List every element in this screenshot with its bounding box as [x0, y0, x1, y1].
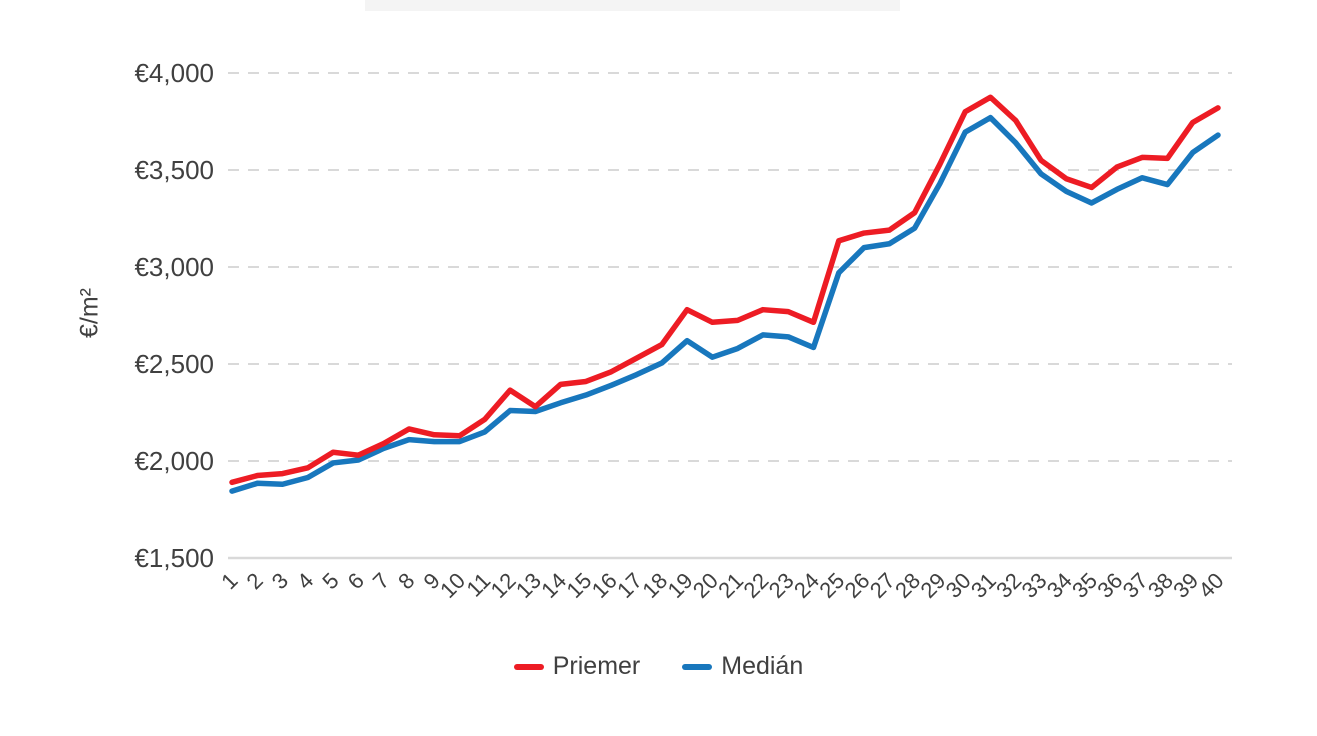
x-tick-label: 40 — [1194, 568, 1229, 603]
x-tick-label: 3 — [267, 568, 293, 594]
legend-label-median: Medián — [721, 652, 804, 680]
y-tick-label: €2,000 — [134, 446, 214, 476]
chart-title-placeholder — [365, 0, 900, 11]
median-line — [229, 114, 1221, 494]
x-tick-label: 8 — [393, 568, 419, 594]
x-tick-label: 5 — [317, 568, 343, 594]
x-tick-label: 1 — [216, 568, 242, 594]
priemer-line-marker-icon — [513, 663, 544, 670]
x-tick-label: 6 — [343, 568, 369, 594]
y-tick-label: €3,500 — [134, 155, 214, 185]
chart-legend: Priemer Medián — [0, 652, 1317, 681]
y-tick-label: €2,500 — [134, 349, 214, 379]
x-tick-label: 2 — [241, 568, 267, 594]
legend-item-median: Medián — [682, 652, 803, 681]
legend-item-priemer: Priemer — [513, 652, 641, 681]
y-tick-label: €3,000 — [134, 252, 214, 282]
x-tick-label: 7 — [368, 568, 394, 594]
y-tick-label: €4,000 — [134, 58, 214, 88]
legend-label-priemer: Priemer — [552, 652, 641, 680]
median-line-marker-icon — [682, 663, 713, 670]
priemer-line — [229, 94, 1221, 486]
y-tick-label: €1,500 — [134, 543, 214, 573]
x-tick-label: 4 — [292, 568, 318, 594]
